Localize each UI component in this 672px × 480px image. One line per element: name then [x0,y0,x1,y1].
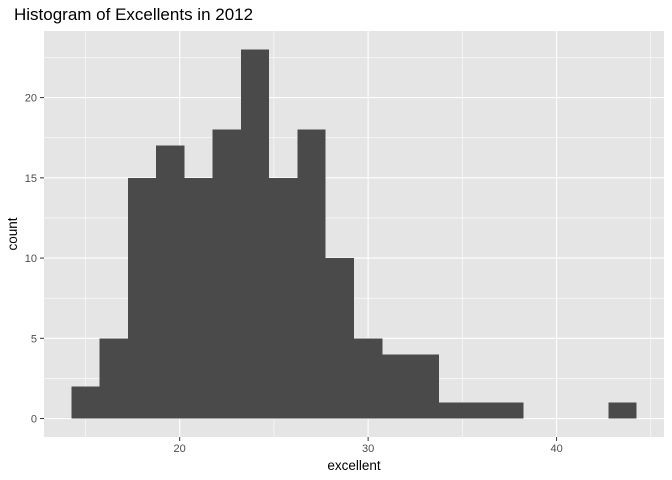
histogram-bar [382,354,411,419]
chart-title: Histogram of Excellents in 2012 [14,5,253,24]
histogram-bar [438,402,468,419]
y-tick-label: 5 [31,333,37,345]
histogram-bar [184,177,213,419]
histogram-bar [269,177,298,419]
histogram-bar [495,402,524,419]
histogram-bars [71,49,637,419]
histogram-bar [608,402,637,419]
histogram-bar [127,177,157,419]
y-tick-label: 20 [25,93,37,105]
y-tick-label: 0 [31,414,37,426]
histogram-bar [354,338,383,419]
histogram-bar [156,145,185,419]
histogram-bar [99,338,128,419]
histogram-bar [240,49,270,419]
histogram-bar [212,129,241,419]
x-axis-title: excellent [327,458,381,473]
x-tick-label: 30 [362,443,374,455]
y-axis-title: count [5,217,20,250]
histogram-bar [297,129,326,419]
histogram-bar [410,354,439,419]
histogram-bar [71,386,100,419]
x-tick-label: 20 [174,443,186,455]
histogram-bar [325,258,354,419]
histogram-bar [467,402,496,419]
y-axis-ticks: 0 5 10 15 20 [25,93,44,426]
x-axis-ticks: 20 30 40 [174,437,563,455]
y-tick-label: 15 [25,173,37,185]
x-tick-label: 40 [550,443,562,455]
y-tick-label: 10 [25,253,37,265]
